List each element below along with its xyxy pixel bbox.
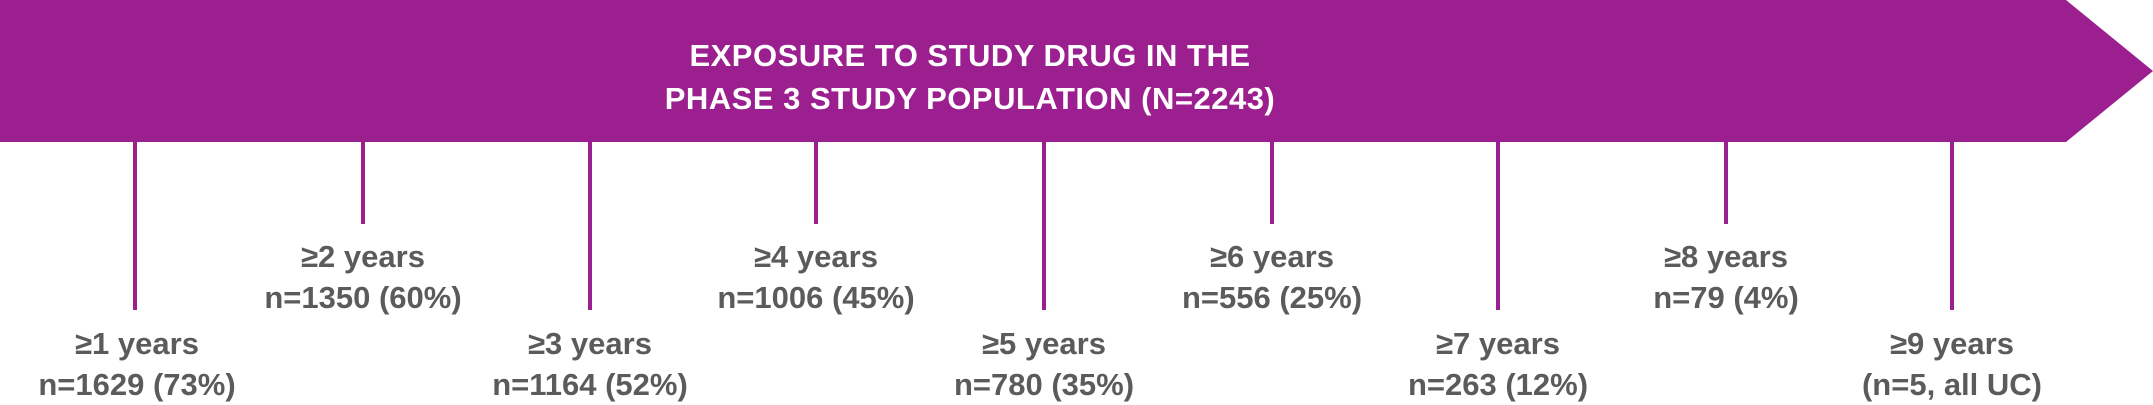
tick-line-3 <box>588 116 592 310</box>
milestone-count: n=1350 (60%) <box>264 280 462 315</box>
milestone-years: ≥6 years <box>1210 239 1334 274</box>
tick-line-7 <box>1496 116 1500 310</box>
timeline-arrow-banner <box>0 0 2153 142</box>
milestone-years: ≥2 years <box>301 239 425 274</box>
tick-line-8 <box>1724 116 1728 224</box>
tick-line-4 <box>814 116 818 224</box>
tick-line-5 <box>1042 116 1046 310</box>
banner-shape <box>0 0 2153 142</box>
milestone-count: n=556 (25%) <box>1181 280 1363 315</box>
milestone-label-4: ≥4 years n=1006 (45%) <box>666 236 966 318</box>
milestone-label-6: ≥6 years n=556 (25%) <box>1122 236 1422 318</box>
milestone-count: n=1164 (52%) <box>492 367 688 402</box>
milestone-years: ≥9 years <box>1890 326 2014 361</box>
milestone-years: ≥3 years <box>528 326 652 361</box>
milestone-count: (n=5, all UC) <box>1861 367 2042 402</box>
milestone-label-7: ≥7 years n=263 (12%) <box>1348 323 1648 405</box>
milestone-label-9: ≥9 years (n=5, all UC) <box>1802 323 2102 405</box>
milestone-label-5: ≥5 years n=780 (35%) <box>894 323 1194 405</box>
milestone-years: ≥4 years <box>754 239 878 274</box>
milestone-years: ≥8 years <box>1664 239 1788 274</box>
tick-line-9 <box>1950 116 1954 310</box>
tick-line-6 <box>1270 116 1274 224</box>
milestone-years: ≥7 years <box>1436 326 1560 361</box>
milestone-label-1: ≥1 years n=1629 (73%) <box>0 323 287 405</box>
milestone-years: ≥5 years <box>982 326 1106 361</box>
tick-line-2 <box>361 116 365 224</box>
milestone-count: n=263 (12%) <box>1407 367 1589 402</box>
milestone-count: n=780 (35%) <box>953 367 1135 402</box>
milestone-count: n=1629 (73%) <box>38 367 236 402</box>
milestone-count: n=1006 (45%) <box>717 280 915 315</box>
milestone-label-8: ≥8 years n=79 (4%) <box>1576 236 1876 318</box>
milestone-label-3: ≥3 years n=1164 (52%) <box>440 323 740 405</box>
banner-title-line-1: EXPOSURE TO STUDY DRUG IN THE <box>689 38 1251 73</box>
banner-title: EXPOSURE TO STUDY DRUG IN THE PHASE 3 ST… <box>520 34 1420 120</box>
milestone-count: n=79 (4%) <box>1653 280 1799 315</box>
milestone-years: ≥1 years <box>75 326 199 361</box>
milestone-label-2: ≥2 years n=1350 (60%) <box>213 236 513 318</box>
tick-line-1 <box>133 116 137 310</box>
banner-title-line-2: PHASE 3 STUDY POPULATION (N=2243) <box>664 81 1276 116</box>
